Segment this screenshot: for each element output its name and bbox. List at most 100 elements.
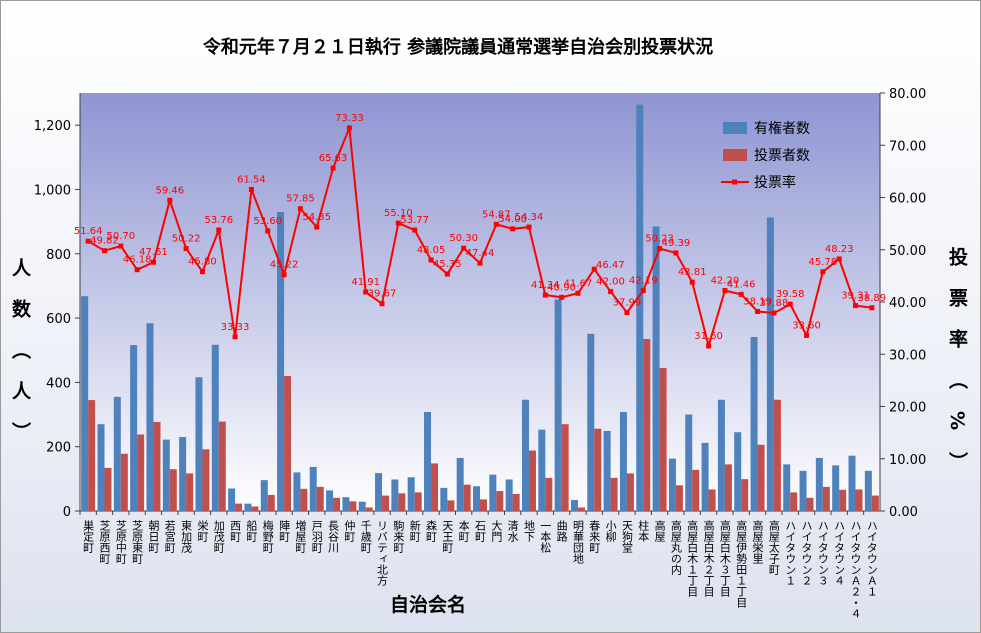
bar-eligible bbox=[636, 104, 644, 512]
bar-voters bbox=[186, 473, 194, 511]
x-axis-title: 自治会名 bbox=[390, 593, 466, 616]
rate-marker bbox=[591, 266, 597, 272]
x-category-label: 明華団地 bbox=[571, 520, 584, 564]
x-category-label: 本町 bbox=[457, 519, 470, 542]
right-axis-tick-label: 30.00 bbox=[889, 348, 926, 363]
rate-data-label: 55.10 bbox=[384, 208, 413, 219]
bar-voters bbox=[806, 497, 814, 511]
x-category-label: 仲町 bbox=[343, 519, 356, 542]
x-category-label: 増屋町 bbox=[294, 520, 307, 553]
rate-data-label: 54.00 bbox=[498, 214, 527, 225]
x-category-label: 大門 bbox=[490, 519, 503, 543]
x-category-label: 栄町 bbox=[196, 519, 209, 542]
bar-voters bbox=[855, 489, 863, 511]
rate-marker bbox=[167, 197, 173, 203]
bar-eligible bbox=[864, 470, 872, 511]
rate-data-label: 53.76 bbox=[204, 215, 233, 226]
x-category-label: 柱本 bbox=[637, 519, 650, 543]
x-category-label: 高屋太子町 bbox=[767, 519, 780, 575]
bar-eligible bbox=[391, 479, 399, 511]
x-category-label: 戸羽町 bbox=[310, 520, 323, 553]
x-category-label: 高屋白木２丁目 bbox=[702, 519, 715, 597]
x-category-label: 西町 bbox=[229, 520, 242, 542]
bar-eligible bbox=[521, 399, 529, 511]
bar-voters bbox=[382, 495, 390, 511]
rate-marker bbox=[853, 303, 859, 309]
x-category-label: 長谷川 bbox=[327, 520, 340, 553]
bar-eligible bbox=[473, 486, 480, 511]
bar-voters bbox=[202, 449, 210, 511]
bar-voters bbox=[88, 400, 96, 511]
bar-voters bbox=[414, 492, 422, 511]
bar-eligible bbox=[277, 211, 285, 511]
bar-voters bbox=[773, 399, 781, 511]
bar-voters bbox=[790, 492, 798, 511]
bar-eligible bbox=[342, 497, 350, 511]
bar-eligible bbox=[130, 345, 138, 511]
bar-eligible bbox=[407, 477, 415, 511]
rate-data-label: 54.87 bbox=[482, 209, 511, 220]
rate-data-label: 48.23 bbox=[825, 244, 854, 255]
left-axis-tick-label: 600 bbox=[46, 312, 71, 327]
bar-eligible bbox=[766, 217, 774, 512]
rate-marker bbox=[248, 186, 254, 192]
rate-marker bbox=[869, 305, 875, 311]
rate-marker bbox=[624, 310, 630, 316]
rate-marker bbox=[640, 288, 646, 294]
bar-voters bbox=[251, 506, 259, 511]
rate-data-label: 48.05 bbox=[417, 245, 446, 256]
bar-voters bbox=[333, 497, 341, 511]
left-axis-tick-label: 1,200 bbox=[34, 119, 71, 134]
bar-voters bbox=[822, 486, 830, 511]
bar-voters bbox=[480, 499, 487, 511]
x-category-label: 船町 bbox=[245, 519, 258, 542]
rate-data-label: 50.30 bbox=[449, 233, 478, 244]
left-axis-tick-label: 200 bbox=[46, 441, 71, 456]
bar-eligible bbox=[570, 500, 578, 511]
x-category-label: ハイタウン２ bbox=[800, 520, 813, 586]
bar-eligible bbox=[603, 430, 611, 511]
rate-data-label: 38.19 bbox=[743, 296, 772, 307]
bar-eligible bbox=[293, 472, 301, 511]
bars-layer bbox=[79, 104, 879, 515]
right-axis-tick-label: 70.00 bbox=[889, 139, 926, 154]
rate-marker bbox=[461, 245, 467, 251]
bar-voters bbox=[757, 444, 765, 511]
rate-marker bbox=[134, 267, 140, 273]
rate-marker bbox=[216, 227, 222, 233]
rate-data-label: 53.77 bbox=[400, 215, 429, 226]
x-category-label: 加茂町 bbox=[212, 520, 225, 553]
rate-data-label: 65.63 bbox=[319, 153, 348, 164]
rate-marker bbox=[265, 228, 271, 234]
rate-marker bbox=[542, 292, 548, 298]
legend-label-eligible: 有権者数 bbox=[754, 120, 810, 137]
bar-voters bbox=[871, 495, 879, 511]
bar-voters bbox=[528, 450, 536, 511]
left-axis-tick-label: 0 bbox=[63, 505, 71, 520]
bar-voters bbox=[284, 375, 292, 511]
bar-eligible bbox=[750, 337, 758, 511]
bar-voters bbox=[463, 484, 471, 511]
x-category-label: 清水 bbox=[506, 520, 519, 542]
x-category-label: 芝原東町 bbox=[131, 520, 144, 564]
bar-eligible bbox=[619, 411, 627, 511]
bar-eligible bbox=[146, 323, 154, 511]
bar-voters bbox=[675, 485, 683, 511]
rate-data-label: 73.33 bbox=[335, 113, 364, 124]
legend: 有権者数 投票者数 投票率 bbox=[721, 120, 810, 191]
rate-marker bbox=[412, 227, 418, 233]
bar-eligible bbox=[685, 414, 693, 511]
x-category-label: 高屋栄里 bbox=[751, 519, 764, 564]
rate-marker bbox=[330, 165, 336, 171]
bar-voters bbox=[398, 493, 406, 511]
rate-marker bbox=[787, 301, 793, 307]
rate-marker bbox=[101, 248, 107, 254]
rate-marker bbox=[477, 260, 483, 266]
rate-data-label: 39.31 bbox=[841, 291, 870, 302]
rate-data-label: 39.58 bbox=[776, 289, 805, 300]
x-category-label: 高屋伊勢田１丁目 bbox=[735, 519, 748, 608]
rate-marker bbox=[281, 272, 287, 278]
bar-voters bbox=[300, 488, 308, 511]
rate-marker bbox=[183, 246, 189, 252]
x-category-label: リバティ北方 bbox=[376, 520, 389, 586]
